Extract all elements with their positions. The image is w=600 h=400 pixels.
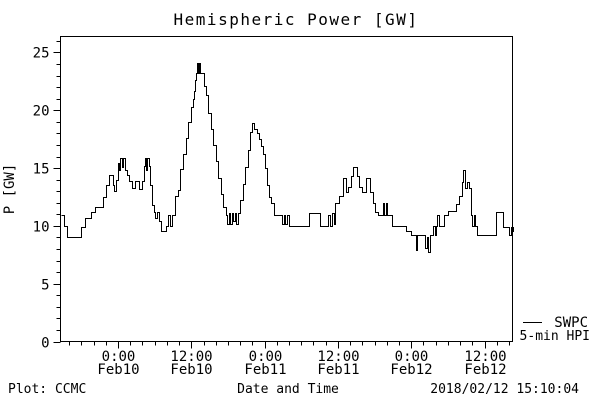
x-tick-label-time: 12:00 [464, 349, 506, 365]
x-tick-label-time: 0:00 [249, 349, 283, 365]
x-tick-label-time: 12:00 [317, 349, 359, 365]
chart-title: Hemispheric Power [GW] [174, 10, 419, 29]
y-tick-label: 5 [41, 278, 49, 294]
plot-timestamp: 2018/02/12 15:10:04 [430, 382, 579, 397]
x-axis-label: Date and Time [237, 382, 339, 397]
x-tick-label-date: Feb12 [464, 362, 506, 378]
x-tick-label-date: Feb11 [244, 362, 286, 378]
y-tick-label: 15 [33, 162, 50, 178]
x-tick-label-date: Feb12 [390, 362, 432, 378]
axis-ticks [53, 41, 510, 349]
plot-border [60, 36, 513, 342]
x-tick-label-date: Feb10 [170, 362, 212, 378]
axis-tick-labels: 0:00Feb1012:00Feb100:00Feb1112:00Feb110:… [33, 46, 507, 379]
y-axis-label: P [GW] [2, 164, 18, 215]
y-tick-label: 0 [41, 336, 49, 352]
hpi-series-line [61, 63, 514, 253]
legend-label-series: 5-min HPI [520, 329, 590, 344]
legend-label-source: SWPC [554, 315, 588, 331]
x-tick-label-time: 0:00 [395, 349, 429, 365]
x-tick-label-date: Feb10 [97, 362, 139, 378]
y-tick-label: 25 [33, 46, 50, 62]
y-tick-label: 20 [33, 104, 50, 120]
x-tick-label-time: 12:00 [170, 349, 212, 365]
x-tick-label-time: 0:00 [102, 349, 136, 365]
plot-credit: Plot: CCMC [8, 382, 86, 397]
x-tick-label-date: Feb11 [317, 362, 359, 378]
y-tick-label: 10 [33, 220, 50, 236]
